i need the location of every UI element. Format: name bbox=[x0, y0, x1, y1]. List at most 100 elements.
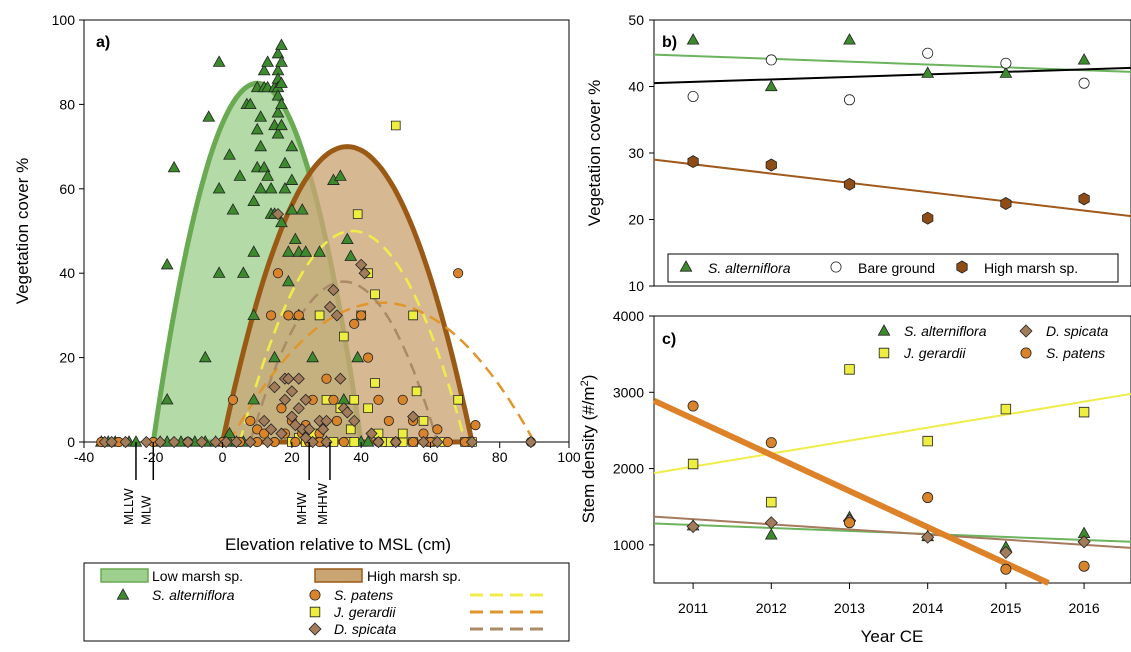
panel-a-label: a) bbox=[96, 34, 110, 51]
d-spicatapoint bbox=[407, 410, 420, 423]
a-x-tick-label: 100 bbox=[557, 449, 581, 465]
s-alterniflorapoint bbox=[247, 308, 261, 320]
tidal-marker-label: MHHW bbox=[315, 482, 330, 525]
b-y-tick-label: 20 bbox=[628, 212, 644, 228]
b-point bbox=[1000, 57, 1012, 69]
b-legend-label: Bare ground bbox=[858, 260, 935, 276]
tidal-marker-label: MLLW bbox=[121, 488, 136, 525]
b-point bbox=[687, 155, 699, 169]
j-gerardiipoint bbox=[408, 310, 418, 321]
tidal-markers: MLLW MLW MHW MHHW bbox=[121, 442, 331, 525]
s-alterniflorapoint bbox=[351, 350, 365, 363]
legend-d-spicata-label: D. spicata bbox=[334, 621, 396, 637]
b-legend-marker bbox=[956, 260, 968, 274]
d-spicatapoint bbox=[316, 423, 330, 436]
s-patenspoint bbox=[338, 436, 349, 448]
legend-s-alterniflora-marker bbox=[116, 588, 130, 600]
d-spicatafit-curve bbox=[249, 280, 439, 443]
panel-b: b) 10 20 30 40 50 Vegetation cover % S. alte… bbox=[585, 12, 1131, 294]
legend-j-gerardii-label: J. gerardii bbox=[333, 604, 396, 620]
c-x-axis-title: Year CE bbox=[861, 627, 924, 646]
b-y-tick-label: 50 bbox=[628, 12, 644, 28]
s-patenspoint bbox=[290, 436, 301, 448]
d-spicatapoint bbox=[105, 435, 118, 449]
b-point bbox=[687, 91, 699, 102]
s-alterniflorapoint bbox=[271, 127, 285, 139]
panel-b-frame bbox=[653, 19, 1131, 287]
s-patenspoint bbox=[265, 310, 277, 321]
s-alterniflorapoint bbox=[275, 38, 288, 50]
b-point bbox=[921, 66, 935, 78]
s-alterniflorapoint bbox=[275, 118, 288, 131]
s-patenspoint bbox=[418, 428, 429, 439]
c-point bbox=[999, 545, 1013, 560]
b-point bbox=[686, 33, 700, 45]
c-x-axis: 2011 2012 2013 2014 2015 2016 bbox=[678, 583, 1100, 616]
b-legend: S. alterniflora Bare ground High marsh sp. bbox=[679, 260, 1078, 276]
high-marsh-envelope bbox=[219, 144, 476, 445]
s-alterniflorapoint bbox=[295, 203, 309, 215]
s-alterniflorapoint bbox=[212, 266, 226, 278]
a-y-tick-label: 60 bbox=[59, 181, 75, 197]
j-gerardiipoint bbox=[314, 310, 325, 321]
b-fit-line bbox=[653, 53, 1131, 73]
s-patenspoint bbox=[269, 436, 280, 448]
j-gerardiipoint bbox=[370, 378, 380, 388]
j-gerardiipoint bbox=[352, 209, 363, 219]
s-alterniflorapoint bbox=[288, 232, 302, 245]
d-spicatapoint bbox=[219, 435, 233, 449]
s-alterniflorapoint bbox=[247, 194, 261, 207]
s-alterniflorapoint bbox=[333, 169, 347, 181]
s-patenspoint bbox=[453, 268, 464, 279]
legend-j-gerardii-marker bbox=[309, 606, 321, 618]
s-patenspoint bbox=[408, 436, 419, 448]
a-x-axis: -40 -20 0 20 40 60 80 100 bbox=[74, 442, 581, 465]
c-point bbox=[687, 458, 699, 470]
a-x-tick-label: 60 bbox=[423, 449, 439, 465]
s-patenspoint bbox=[383, 415, 394, 426]
d-spicatapoint bbox=[348, 414, 361, 427]
d-spicatapoint bbox=[334, 372, 347, 385]
s-alterniflorapoint bbox=[282, 274, 295, 287]
legend-low-marsh-label: Low marsh sp. bbox=[152, 568, 243, 584]
b-y-tick-label: 30 bbox=[628, 145, 644, 161]
c-point bbox=[1078, 560, 1090, 572]
s-alterniflorapoint bbox=[275, 215, 288, 228]
d-spicatapoint bbox=[320, 414, 333, 427]
a-y-tick-label: 0 bbox=[67, 434, 75, 450]
a-y-axis-title: Vegetation cover % bbox=[13, 158, 32, 304]
b-y-axis-title: Vegetation cover % bbox=[585, 80, 604, 226]
c-fit-line bbox=[652, 397, 1050, 586]
d-spicatapoint bbox=[154, 435, 167, 449]
tidal-marker-label: MLW bbox=[138, 495, 153, 525]
panel-c: c) 1000 2000 3000 4000 2011 2012 2013 2014 2015… bbox=[579, 308, 1131, 646]
s-patensfit-curve bbox=[238, 229, 467, 443]
b-point bbox=[1077, 53, 1091, 65]
c-fit-lines bbox=[652, 392, 1131, 586]
d-spicatapoint bbox=[258, 414, 271, 427]
legend-s-alterniflora-label: S. alterniflora bbox=[152, 587, 235, 603]
b-point bbox=[922, 47, 934, 59]
s-patenspoint bbox=[272, 268, 284, 279]
b-point bbox=[764, 79, 778, 92]
d-spicatapoint bbox=[181, 435, 194, 449]
c-legend-marker bbox=[877, 324, 891, 336]
s-alterniflorapoint bbox=[257, 160, 271, 173]
j-gerardiipoint bbox=[411, 386, 422, 397]
a-points bbox=[94, 38, 537, 449]
s-alterniflorapoint bbox=[344, 249, 358, 261]
s-alterniflorapoint bbox=[167, 160, 181, 173]
s-alterniflorapoint bbox=[268, 350, 281, 363]
d-spicatapoint bbox=[285, 410, 298, 423]
d-spicatapoint bbox=[292, 372, 305, 385]
c-legend-marker bbox=[1019, 324, 1033, 338]
s-alterniflorapoint bbox=[278, 181, 292, 194]
b-fit-lines bbox=[653, 53, 1131, 218]
j-gerardiifit-curve bbox=[228, 301, 536, 443]
panel-c-label: c) bbox=[662, 331, 676, 348]
b-legend-label: S. alterniflora bbox=[708, 260, 791, 276]
j-gerardiipoint bbox=[349, 437, 360, 447]
legend-d-spicata-marker bbox=[308, 622, 322, 636]
a-x-axis-title: Elevation relative to MSL (cm) bbox=[225, 535, 451, 554]
